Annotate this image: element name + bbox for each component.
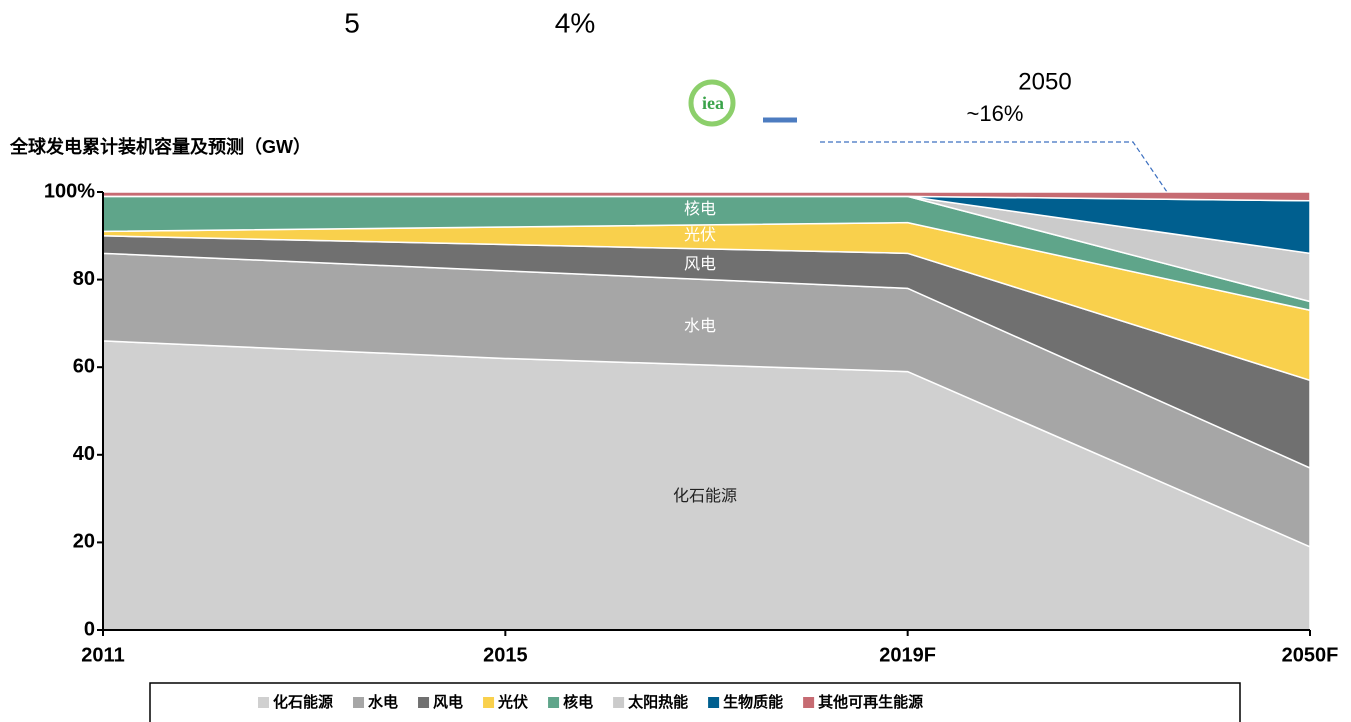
chart-title: 全球发电累计装机容量及预测（GW） bbox=[9, 136, 311, 157]
note: 2050 bbox=[1018, 68, 1071, 95]
legend-swatch bbox=[613, 697, 625, 708]
area-label: 水电 bbox=[684, 317, 716, 335]
logo: iea bbox=[702, 93, 724, 113]
x-tick-label: 2015 bbox=[483, 644, 528, 666]
y-tick-label: 40 bbox=[73, 443, 95, 465]
legend-label: 太阳热能 bbox=[628, 693, 688, 711]
note: ~16% bbox=[967, 101, 1024, 126]
area-label: 化石能源 bbox=[673, 487, 737, 505]
y-tick-label: 20 bbox=[73, 531, 95, 553]
x-tick-label: 2011 bbox=[81, 644, 124, 666]
area bbox=[102, 191, 1311, 202]
y-tick-label: 100% bbox=[44, 180, 95, 202]
legend-swatch bbox=[803, 697, 815, 708]
legend-label: 光伏 bbox=[497, 693, 528, 711]
legend-swatch bbox=[418, 697, 430, 708]
legend-swatch bbox=[258, 697, 269, 708]
legend-box bbox=[149, 682, 1241, 722]
y-tick-label: 60 bbox=[73, 355, 95, 377]
legend-swatch bbox=[708, 697, 720, 708]
legend-label: 水电 bbox=[368, 693, 398, 711]
note: 4% bbox=[555, 7, 595, 38]
legend-label: 化石能源 bbox=[273, 693, 333, 711]
logo-ring bbox=[688, 79, 736, 127]
area-label: 风电 bbox=[684, 255, 716, 273]
area-label: 核电 bbox=[684, 200, 716, 218]
area-label: 光伏 bbox=[684, 226, 716, 244]
x-tick-label: 2050F bbox=[1282, 644, 1339, 666]
legend-label: 生物质能 bbox=[723, 693, 783, 711]
legend-label: 风电 bbox=[433, 693, 463, 711]
y-tick-label: 0 bbox=[84, 618, 95, 640]
legend-label: 核电 bbox=[563, 693, 593, 711]
y-tick-label: 80 bbox=[73, 268, 95, 290]
legend-swatch bbox=[548, 697, 560, 708]
legend-swatch bbox=[353, 697, 365, 708]
legend-label: 其他可再生能源 bbox=[818, 693, 923, 711]
legend-swatch bbox=[483, 697, 495, 708]
x-tick-label: 2019F bbox=[879, 644, 936, 666]
note: 5 bbox=[344, 7, 360, 38]
